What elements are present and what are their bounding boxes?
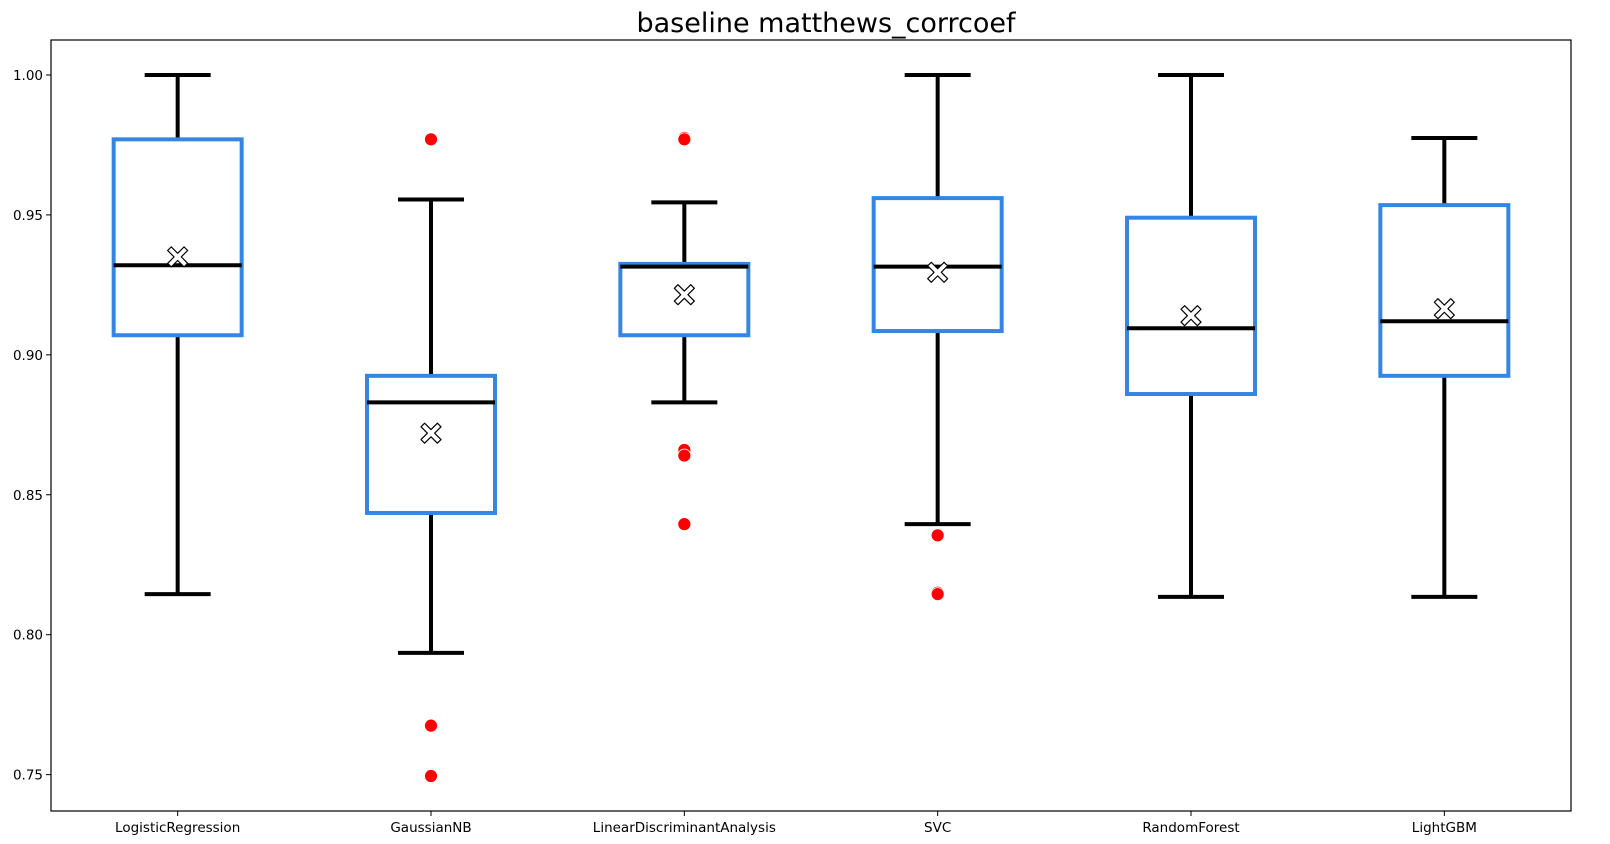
- mean-marker: [1180, 305, 1202, 327]
- outlier-point: [424, 718, 438, 733]
- box-group: [1378, 135, 1511, 599]
- box: [1125, 215, 1257, 397]
- box: [365, 373, 497, 515]
- outlier-point: [930, 587, 945, 602]
- outlier-point: [677, 517, 692, 532]
- y-tick-label: 0.85: [13, 488, 43, 504]
- y-tick-label: 1.00: [13, 68, 43, 84]
- box: [111, 137, 244, 338]
- y-tick-label: 0.75: [13, 768, 43, 784]
- x-tick-label: LightGBM: [1412, 820, 1477, 836]
- box: [871, 196, 1004, 334]
- mean-marker: [1433, 298, 1455, 320]
- box-group: [365, 132, 497, 783]
- y-axis: 0.75 0.80 0.85 0.90 0.95 1.00: [13, 68, 51, 784]
- box-group: [871, 72, 1004, 602]
- y-tick-label: 0.95: [13, 208, 43, 224]
- outlier-point: [930, 528, 945, 543]
- outlier-point: [424, 769, 438, 783]
- x-axis: LogisticRegression GaussianNB LinearDiscri…: [115, 811, 1477, 836]
- mean-marker: [927, 261, 949, 283]
- outlier-point: [677, 132, 692, 147]
- chart-title: baseline matthews_corrcoef: [636, 8, 1017, 39]
- x-tick-label: RandomForest: [1142, 820, 1239, 836]
- mean-marker: [673, 284, 695, 306]
- x-tick-label: SVC: [924, 820, 951, 836]
- plot-frame: [50, 39, 1572, 812]
- box: [618, 261, 751, 338]
- y-tick-label: 0.80: [13, 628, 43, 644]
- mean-marker: [420, 422, 442, 444]
- box-group: [111, 72, 244, 597]
- box-group: [1125, 72, 1257, 599]
- x-tick-label: LogisticRegression: [115, 820, 240, 836]
- y-tick-label: 0.90: [13, 348, 43, 364]
- outlier-point: [424, 132, 438, 147]
- x-tick-label: GaussianNB: [390, 820, 471, 836]
- mean-marker: [167, 246, 189, 268]
- box-group: [618, 131, 751, 532]
- plot-marks: [111, 72, 1511, 783]
- x-tick-label: LinearDiscriminantAnalysis: [593, 820, 776, 836]
- outlier-point: [677, 448, 692, 463]
- box: [1378, 203, 1511, 378]
